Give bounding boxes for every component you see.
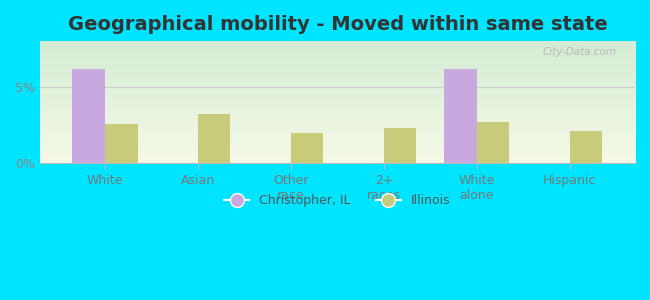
Title: Geographical mobility - Moved within same state: Geographical mobility - Moved within sam… bbox=[68, 15, 607, 34]
Bar bbox=[105, 124, 138, 163]
Bar bbox=[72, 69, 105, 163]
Bar bbox=[477, 122, 510, 163]
Bar bbox=[384, 128, 417, 163]
Bar bbox=[198, 114, 231, 163]
Legend: Christopher, IL, Illinois: Christopher, IL, Illinois bbox=[219, 189, 456, 212]
Text: City-Data.com: City-Data.com bbox=[543, 47, 617, 57]
Bar bbox=[570, 131, 603, 163]
Bar bbox=[445, 69, 477, 163]
Bar bbox=[291, 133, 324, 163]
